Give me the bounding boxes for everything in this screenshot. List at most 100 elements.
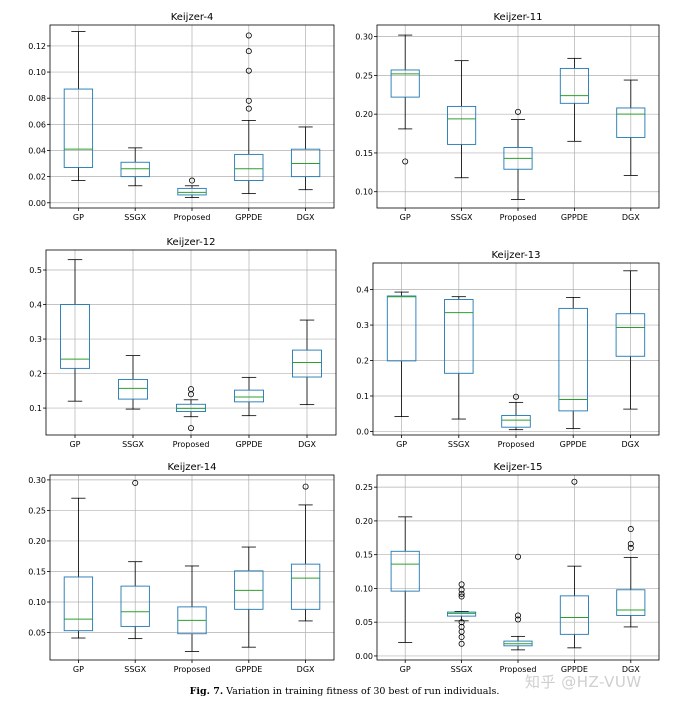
outlier-point xyxy=(515,616,522,623)
x-tick-label: GP xyxy=(400,665,411,674)
y-tick-label: 0.04 xyxy=(28,146,46,155)
box-ssgx xyxy=(444,296,474,420)
x-tick-label: SSGX xyxy=(122,440,144,449)
y-tick-label: 0.06 xyxy=(28,120,46,129)
chart-panel-4: Keijzer-13 0.0 0.1 0.2 0.3 0.4 GP SSGX Proposed G… xyxy=(356,250,660,449)
x-tick-label: DGX xyxy=(297,665,315,674)
box-gppde xyxy=(559,57,589,142)
iqr-box xyxy=(120,161,150,178)
iqr-box xyxy=(177,187,207,196)
x-tick-label: GPPDE xyxy=(560,440,587,449)
box-ssgx xyxy=(447,581,477,647)
box-dgx xyxy=(290,126,321,191)
x-tick-label: DGX xyxy=(622,665,640,674)
iqr-box xyxy=(444,299,474,374)
chart-title: Keijzer-11 xyxy=(494,12,543,23)
outlier-point xyxy=(245,105,252,112)
chart-title: Keijzer-4 xyxy=(171,12,214,23)
box-gp xyxy=(63,497,94,639)
iqr-box xyxy=(176,403,206,412)
y-tick-label: 0.2 xyxy=(29,370,42,379)
box-gppde xyxy=(559,478,589,649)
x-tick-label: Proposed xyxy=(174,665,211,674)
x-tick-label: GP xyxy=(69,440,80,449)
y-tick-label: 0.10 xyxy=(355,584,373,593)
x-tick-label: SSGX xyxy=(448,440,470,449)
outlier-point xyxy=(302,483,309,490)
box-proposed xyxy=(177,565,207,652)
y-tick-label: 0.10 xyxy=(28,68,46,77)
plot-frame xyxy=(376,24,660,209)
chart-panel-3: Keijzer-12 0.1 0.2 0.3 0.4 0.5 GP SSGX Proposed G… xyxy=(29,237,337,449)
box-dgx xyxy=(290,483,321,622)
y-tick-label: 0.10 xyxy=(28,598,46,607)
x-tick-label: GP xyxy=(73,213,84,222)
iqr-box xyxy=(559,67,589,104)
y-tick-label: 0.25 xyxy=(355,71,373,80)
box-dgx xyxy=(616,79,646,176)
x-tick-label: DGX xyxy=(298,440,316,449)
box-gp xyxy=(390,34,420,165)
y-tick-label: 0.1 xyxy=(356,392,369,401)
x-tick-label: GP xyxy=(396,440,407,449)
iqr-box xyxy=(386,295,417,362)
iqr-box xyxy=(63,576,94,632)
outlier-point xyxy=(515,612,522,619)
plot-frame xyxy=(49,24,335,209)
x-tick-label: GPPDE xyxy=(561,665,588,674)
plot-frame xyxy=(372,262,660,436)
iqr-box xyxy=(63,88,94,168)
x-tick-label: GPPDE xyxy=(561,213,588,222)
box-proposed xyxy=(501,393,531,431)
chart-title: Keijzer-13 xyxy=(492,250,541,261)
box-dgx xyxy=(292,319,322,406)
caption-text: Variation in training fitness of 30 best… xyxy=(226,686,500,697)
outlier-point xyxy=(187,425,194,432)
y-tick-label: 0.4 xyxy=(29,301,42,310)
box-gp xyxy=(390,516,420,643)
y-tick-label: 0.4 xyxy=(356,286,369,295)
box-proposed xyxy=(503,108,533,200)
plot-frame xyxy=(376,474,660,661)
iqr-box xyxy=(559,595,589,635)
box-gppde xyxy=(234,546,264,648)
caption-label: Fig. 7. xyxy=(189,686,224,697)
y-tick-label: 0.25 xyxy=(355,483,373,492)
y-tick-label: 0.05 xyxy=(355,618,373,627)
outlier-point xyxy=(627,544,634,551)
y-tick-label: 0.3 xyxy=(356,321,369,330)
outlier-point xyxy=(458,640,465,647)
box-gppde xyxy=(558,296,588,430)
figure-caption: Fig. 7. Variation in training fitness of… xyxy=(0,686,689,697)
box-gp xyxy=(63,31,94,181)
outlier-point xyxy=(132,479,139,486)
iqr-box xyxy=(616,107,646,138)
box-ssgx xyxy=(447,60,477,179)
chart-panel-6: Keijzer-15 0.00 0.05 0.10 0.15 0.20 0.25 GP SSGX… xyxy=(355,462,660,674)
x-tick-label: DGX xyxy=(621,440,639,449)
y-tick-label: 0.08 xyxy=(28,94,46,103)
outlier-point xyxy=(458,628,465,635)
y-tick-label: 0.15 xyxy=(355,551,373,560)
chart-title: Keijzer-12 xyxy=(167,237,216,248)
x-tick-label: DGX xyxy=(297,213,315,222)
outlier-point xyxy=(458,590,465,597)
x-tick-label: SSGX xyxy=(124,213,146,222)
iqr-box xyxy=(290,563,321,610)
outlier-point xyxy=(245,97,252,104)
outlier-point xyxy=(245,48,252,55)
outlier-point xyxy=(188,177,195,184)
chart-panel-1: Keijzer-4 0.00 0.02 0.04 0.06 0.08 0.10 0.12 GP S… xyxy=(28,12,335,222)
box-dgx xyxy=(616,526,646,628)
y-tick-label: 0.30 xyxy=(355,33,373,42)
y-tick-label: 0.00 xyxy=(28,199,46,208)
box-ssgx xyxy=(120,147,150,187)
outlier-point xyxy=(458,581,465,588)
y-tick-label: 0.25 xyxy=(28,506,46,515)
y-tick-label: 0.15 xyxy=(28,567,46,576)
outlier-point xyxy=(458,623,465,630)
iqr-box xyxy=(447,105,477,145)
outlier-point xyxy=(245,32,252,39)
y-tick-label: 0.20 xyxy=(355,110,373,119)
